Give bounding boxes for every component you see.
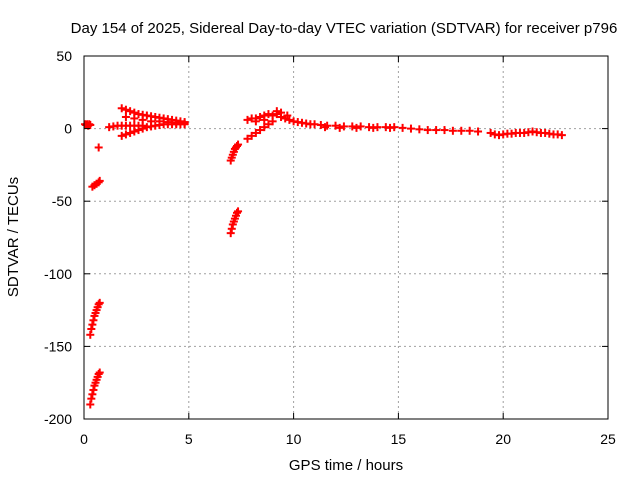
data-point <box>264 110 273 119</box>
data-point <box>415 125 424 134</box>
data-point <box>89 385 98 394</box>
y-tick-label: -50 <box>52 193 72 209</box>
data-point <box>277 108 286 117</box>
data-point <box>94 300 103 309</box>
data-point <box>264 120 273 129</box>
data-point <box>226 229 235 238</box>
data-point <box>398 123 407 132</box>
y-tick-label: 50 <box>56 48 72 64</box>
y-axis-label: SDTVAR / TECUs <box>5 177 22 297</box>
data-point <box>474 127 483 136</box>
data-point <box>130 114 139 123</box>
data-point <box>117 131 126 140</box>
data-point <box>155 117 164 126</box>
data-point <box>121 112 130 121</box>
plot-frame <box>83 55 609 420</box>
data-point <box>331 121 340 130</box>
data-point <box>486 128 495 137</box>
data-point <box>121 130 130 139</box>
data-point <box>130 127 139 136</box>
data-point <box>406 124 415 133</box>
data-point <box>348 122 357 131</box>
data-point <box>432 126 441 135</box>
data-point <box>251 117 260 126</box>
y-tick-label: -150 <box>44 338 72 354</box>
data-point <box>339 122 348 131</box>
y-tick-label: -200 <box>44 411 72 427</box>
data-point <box>88 320 97 329</box>
grid-lines <box>84 56 608 419</box>
data-point <box>87 394 96 403</box>
x-axis-label: GPS time / hours <box>289 457 403 474</box>
data-point <box>227 224 236 233</box>
data-point <box>86 400 95 409</box>
data-point <box>180 119 189 128</box>
data-point <box>117 104 126 113</box>
axis-ticks <box>83 55 609 420</box>
data-point <box>457 126 466 135</box>
y-tick-label: -100 <box>44 266 72 282</box>
data-point <box>272 107 281 116</box>
data-point <box>172 118 181 127</box>
data-point <box>134 126 143 135</box>
x-tick-labels: 0 5 10 15 20 25 <box>80 431 616 447</box>
data-point <box>440 126 449 135</box>
data-point <box>163 118 172 127</box>
data-point <box>448 126 457 135</box>
data-point <box>285 115 294 124</box>
data-point <box>243 115 252 124</box>
data-point <box>256 112 265 121</box>
x-tick-label: 25 <box>600 431 616 447</box>
x-tick-label: 10 <box>286 431 302 447</box>
data-point <box>268 117 277 126</box>
data-point <box>247 131 256 140</box>
data-point <box>283 111 292 120</box>
data-point <box>94 369 103 378</box>
x-tick-label: 15 <box>391 431 407 447</box>
data-point <box>88 390 97 399</box>
data-point <box>126 128 135 137</box>
data-point <box>465 126 474 135</box>
x-tick-label: 0 <box>80 431 88 447</box>
data-point <box>260 123 269 132</box>
data-point <box>138 115 147 124</box>
data-point <box>321 123 330 132</box>
data-point <box>89 316 98 325</box>
data-point <box>251 128 260 137</box>
data-point <box>86 330 95 339</box>
data-point <box>557 131 566 140</box>
data-point <box>95 298 104 307</box>
data-point <box>126 107 135 116</box>
x-tick-label: 20 <box>495 431 511 447</box>
data-point <box>94 143 103 152</box>
data-point <box>356 122 365 131</box>
x-tick-label: 5 <box>185 431 193 447</box>
data-point <box>335 123 344 132</box>
chart-title: Day 154 of 2025, Sidereal Day-to-day VTE… <box>71 20 618 37</box>
data-point <box>260 115 269 124</box>
data-point <box>234 140 243 149</box>
y-tick-labels: 50 0 -50 -100 -150 -200 <box>44 48 72 427</box>
data-point <box>256 126 265 135</box>
data-point <box>95 176 104 185</box>
data-point <box>138 124 147 133</box>
data-point <box>95 368 104 377</box>
y-tick-label: 0 <box>64 121 72 137</box>
data-point <box>94 178 103 187</box>
data-points <box>81 104 566 409</box>
data-point <box>369 123 378 132</box>
data-point <box>234 207 243 216</box>
data-point <box>423 126 432 135</box>
data-point <box>86 120 95 129</box>
data-point <box>233 142 242 151</box>
data-point <box>233 208 242 217</box>
data-point <box>147 117 156 126</box>
data-point <box>352 123 361 132</box>
data-point <box>87 324 96 333</box>
data-point <box>386 123 395 132</box>
data-point <box>243 134 252 143</box>
data-point <box>121 105 130 114</box>
